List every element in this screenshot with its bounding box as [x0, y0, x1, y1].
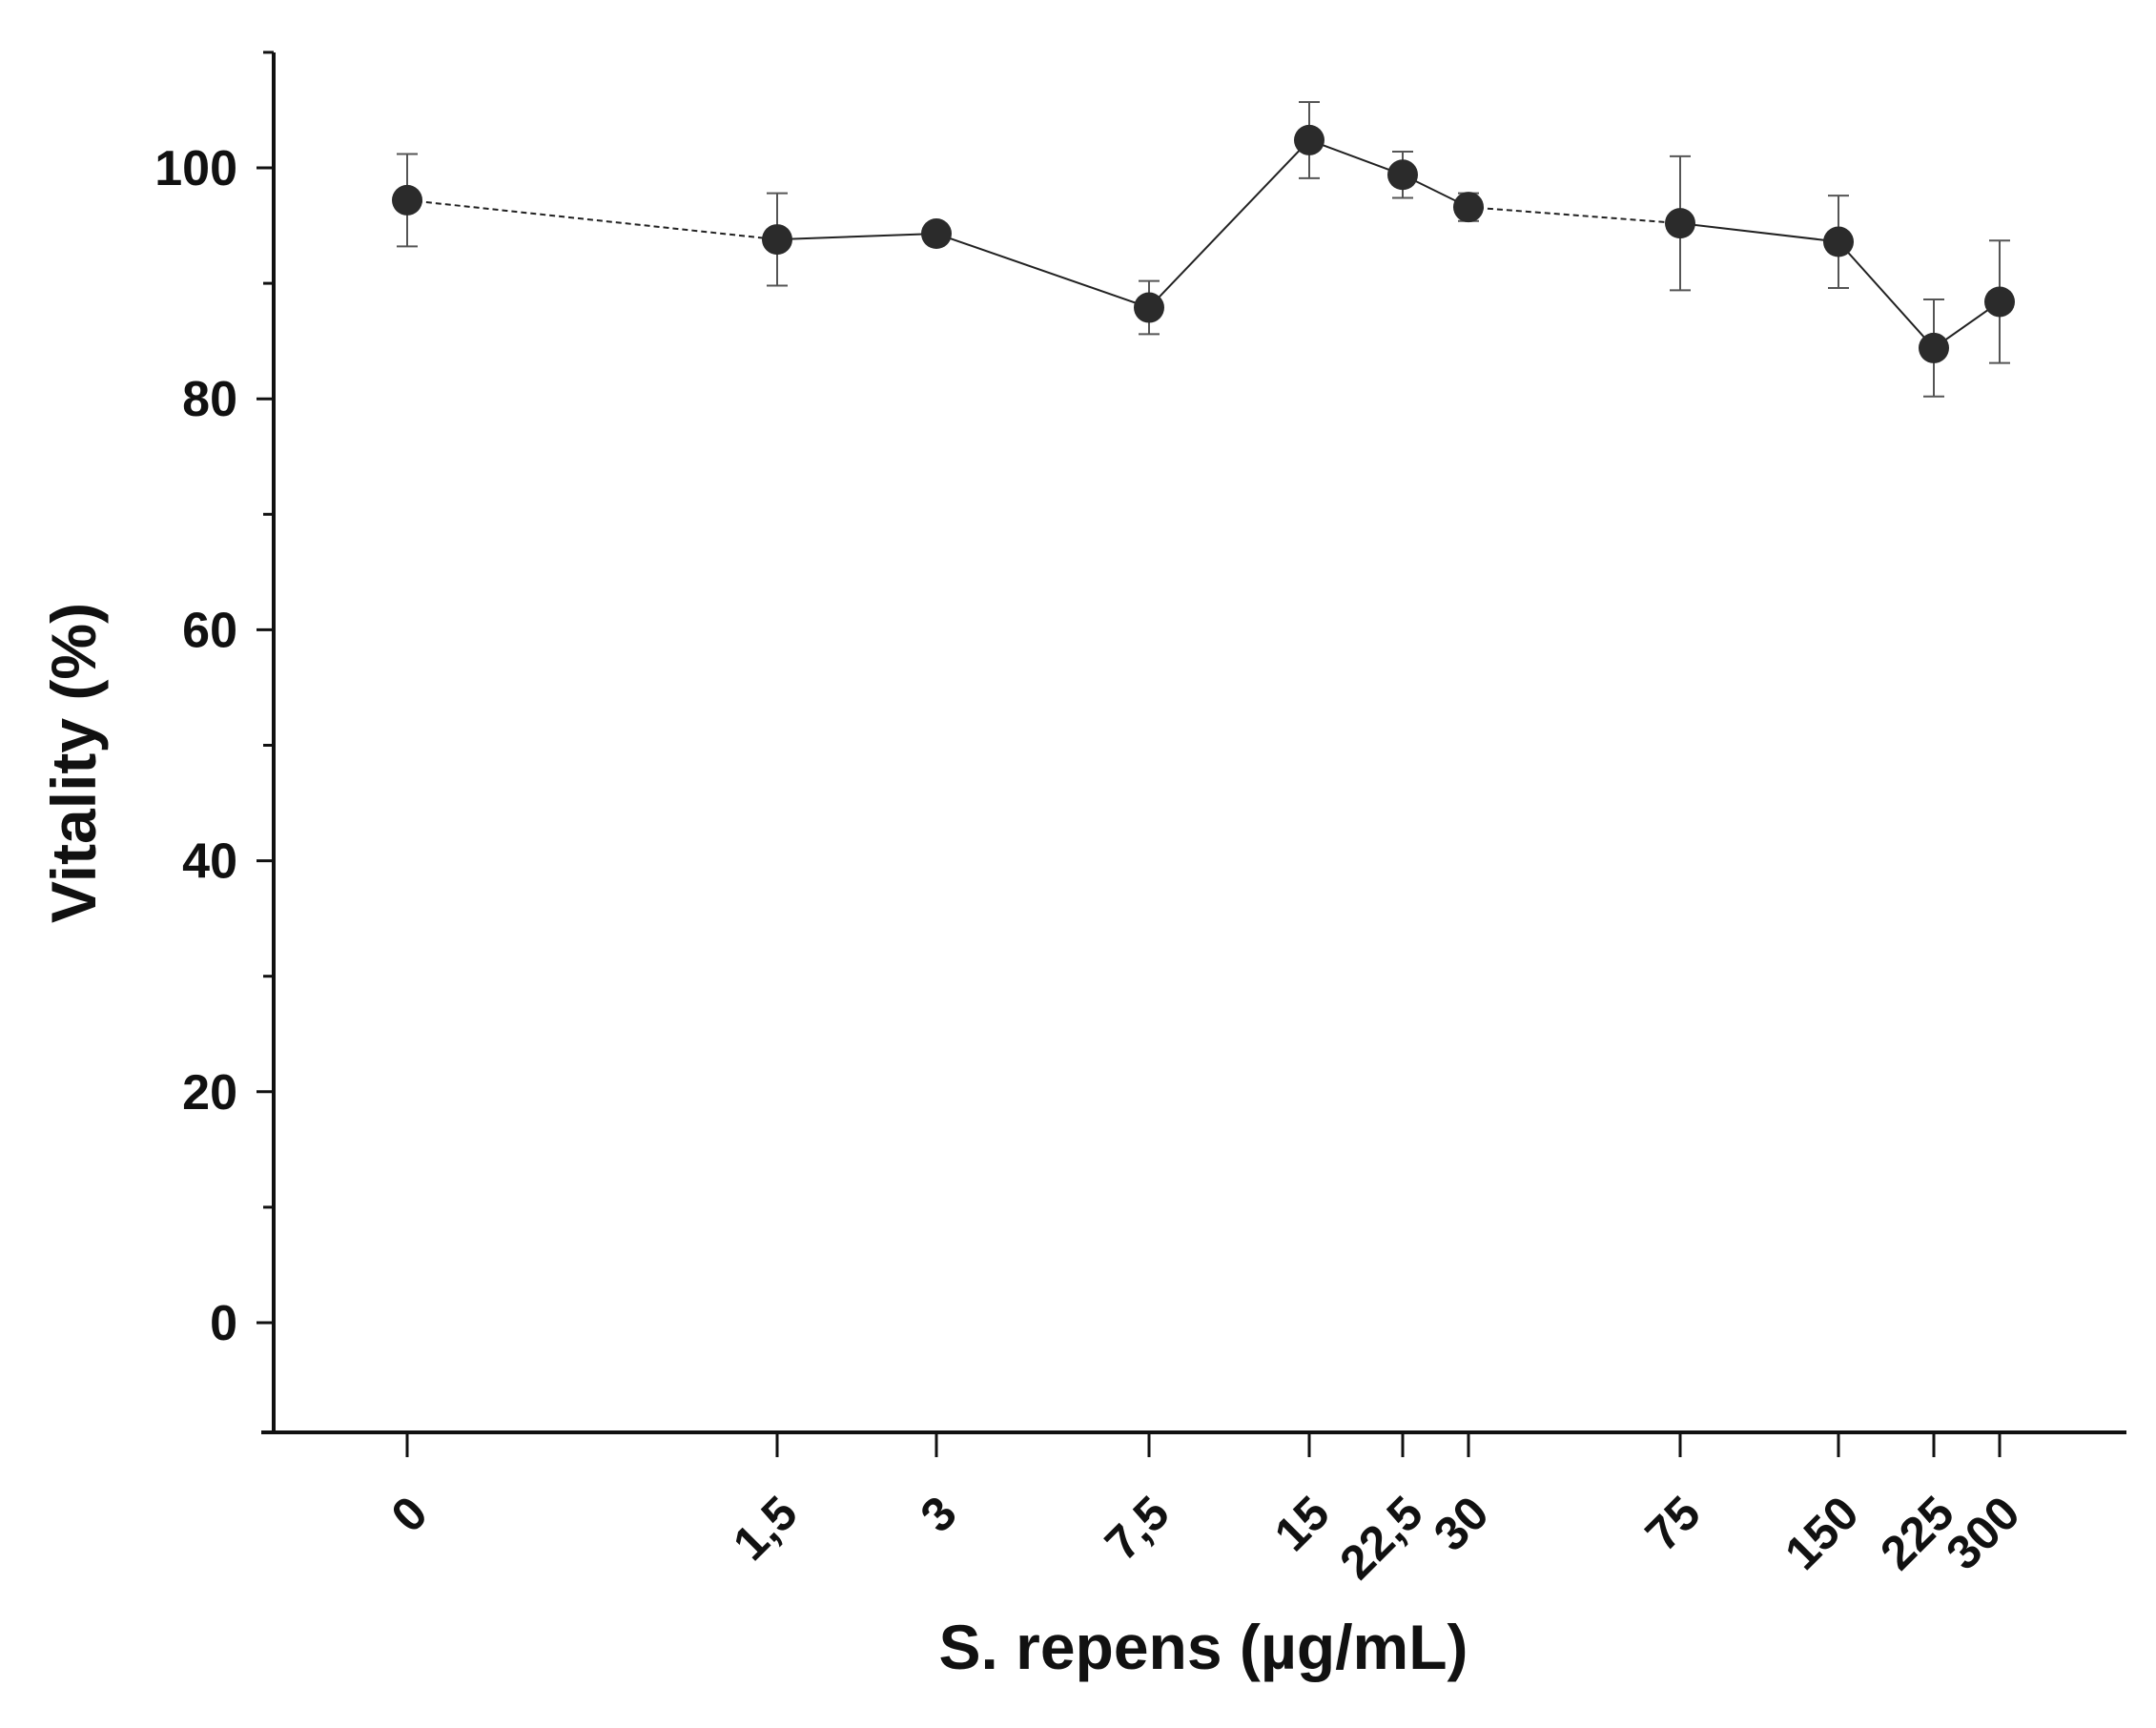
x-tick-label: 22,5	[1329, 1486, 1432, 1589]
data-series	[392, 100, 2015, 398]
x-tick-label: 0	[381, 1486, 438, 1542]
y-tick-label: 20	[182, 1065, 237, 1121]
data-point	[392, 184, 422, 216]
y-tick-label: 40	[182, 834, 237, 890]
series-line-segment	[1838, 240, 1935, 349]
x-tick-label: 15	[1264, 1486, 1340, 1561]
data-point	[762, 224, 792, 256]
y-tick-label: 80	[182, 372, 237, 427]
x-tick-label: 300	[1936, 1486, 2030, 1580]
series-line-segment	[1468, 206, 1681, 225]
series-line-segment	[1148, 139, 1310, 309]
y-ticks: 0 20 40 60 80 100	[154, 51, 274, 1351]
data-point	[1453, 192, 1484, 223]
x-tick-label: 150	[1775, 1486, 1869, 1580]
x-tick-label: 3	[911, 1486, 967, 1542]
data-point	[1984, 286, 2015, 318]
y-tick-label: 100	[154, 141, 237, 196]
series-line-segment	[776, 233, 937, 241]
y-tick-label: 0	[210, 1296, 237, 1351]
series-line-segment	[1679, 222, 1839, 243]
series-line-segment	[406, 198, 778, 241]
series-line-segment	[935, 233, 1150, 309]
y-tick-label: 60	[182, 603, 237, 658]
data-point	[1134, 292, 1164, 323]
data-point	[1665, 208, 1695, 239]
x-tick-label: 30	[1424, 1486, 1499, 1561]
data-point	[1387, 159, 1418, 191]
x-tick-label: 75	[1635, 1486, 1711, 1561]
data-point	[1823, 226, 1854, 257]
series-line-segment	[1308, 138, 1404, 176]
data-point	[921, 218, 952, 250]
data-point	[1294, 124, 1324, 155]
data-point	[1919, 332, 1949, 363]
y-axis-title: Vitality (%)	[38, 603, 109, 923]
x-tick-label: 1,5	[723, 1486, 808, 1571]
x-tick-label: 7,5	[1095, 1486, 1180, 1571]
x-axis-title: S. repens (µg/mL)	[938, 1612, 1468, 1682]
